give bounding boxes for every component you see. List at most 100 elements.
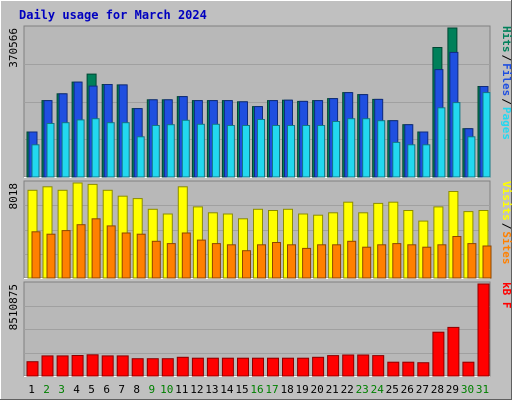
bar-sites-day-24 (377, 244, 387, 279)
bar-kb-f-day-18 (282, 357, 294, 377)
panel-legend: Hits/Files/Pages (500, 26, 512, 140)
bar-pages-day-28 (437, 107, 446, 178)
x-tick-label-day-1: 1 (28, 383, 35, 396)
bar-pages-day-7 (121, 122, 130, 178)
bar-kb-f-day-16 (252, 357, 264, 377)
panel-hits-files-pages: 370566 Hits/Files/Pages (7, 25, 512, 178)
x-tick-label-day-30: 30 (461, 383, 474, 396)
bar-sites-day-28 (437, 244, 447, 279)
bar-kb-f-day-3 (56, 355, 69, 377)
x-tick-label-day-16: 16 (250, 383, 263, 396)
bar-pages-day-9 (151, 125, 160, 178)
bar-kb-f-day-4 (71, 355, 84, 377)
bar-sites-day-18 (287, 244, 296, 279)
x-tick-label-day-10: 10 (160, 383, 173, 396)
bar-pages-day-12 (196, 123, 205, 178)
bar-kb-f-day-6 (101, 355, 114, 377)
bar-pages-day-30 (467, 136, 476, 178)
bar-pages-day-26 (407, 144, 416, 178)
x-tick-label-day-8: 8 (133, 383, 140, 396)
bar-kb-f-day-1 (26, 361, 39, 377)
bar-pages-day-2 (46, 123, 55, 178)
legend-entry: Pages (500, 107, 512, 140)
bar-sites-day-12 (196, 239, 206, 279)
bar-sites-day-3 (61, 230, 71, 279)
bar-sites-day-19 (302, 247, 312, 279)
legend-entry: Files (500, 63, 512, 96)
bar-pages-day-13 (211, 123, 220, 178)
bar-pages-day-22 (347, 118, 356, 178)
bar-pages-day-1 (31, 144, 40, 178)
bar-sites-day-23 (362, 246, 372, 279)
bar-kb-f-day-19 (297, 357, 310, 377)
bar-pages-day-29 (452, 102, 461, 178)
bar-kb-f-day-21 (327, 355, 340, 377)
bar-pages-day-18 (287, 125, 295, 178)
bar-sites-day-15 (242, 250, 251, 279)
bar-sites-day-21 (332, 244, 342, 279)
x-tick-label-day-19: 19 (295, 383, 308, 396)
x-tick-label-day-29: 29 (446, 383, 459, 396)
x-tick-label-day-23: 23 (356, 383, 369, 396)
bar-kb-f-day-10 (161, 358, 174, 377)
bar-kb-f-day-2 (41, 355, 54, 377)
bar-kb-f-day-29 (447, 326, 460, 377)
x-tick-label-day-11: 11 (175, 383, 188, 396)
x-tick-label-day-2: 2 (43, 383, 50, 396)
x-tick-label-day-26: 26 (401, 383, 414, 396)
x-tick-label-day-7: 7 (118, 383, 125, 396)
bar-pages-day-15 (242, 125, 250, 178)
bar-kb-f-day-12 (191, 357, 204, 377)
x-tick-label-day-25: 25 (386, 383, 399, 396)
panel-kbf: 8510875 kB F (7, 281, 512, 377)
x-tick-label-day-20: 20 (310, 383, 323, 396)
bar-pages-day-11 (181, 119, 190, 178)
bar-sites-day-1 (31, 231, 41, 279)
bar-kb-f-day-30 (462, 361, 475, 377)
bar-kb-f-day-23 (357, 354, 370, 377)
bar-kb-f-day-15 (237, 357, 249, 377)
bar-pages-day-5 (91, 118, 100, 178)
panel-legend: kB F (500, 282, 512, 309)
bar-pages-day-3 (61, 122, 70, 178)
legend-entry: / (500, 55, 512, 62)
bar-kb-f-day-5 (86, 354, 99, 377)
bar-kb-f-day-28 (432, 331, 445, 377)
x-tick-label-day-12: 12 (190, 383, 203, 396)
bar-sites-day-31 (482, 245, 492, 279)
bar-pages-day-19 (302, 125, 311, 178)
bar-sites-day-4 (76, 224, 86, 279)
bar-pages-day-21 (332, 121, 341, 178)
bar-kb-f-day-22 (342, 354, 355, 377)
bar-kb-f-day-31 (477, 283, 490, 377)
legend-entry: / (500, 223, 512, 230)
bar-sites-day-5 (91, 218, 101, 279)
bar-kb-f-day-13 (206, 357, 219, 377)
legend-entry: kB F (500, 282, 512, 309)
legend-entry: Sites (500, 231, 512, 264)
x-tick-label-day-6: 6 (103, 383, 110, 396)
bar-kb-f-day-9 (146, 358, 159, 377)
bar-sites-day-6 (106, 225, 116, 279)
bar-kb-f-day-8 (131, 358, 144, 377)
x-tick-label-day-17: 17 (265, 383, 278, 396)
bar-pages-day-6 (106, 122, 115, 178)
bar-sites-day-9 (151, 240, 161, 279)
x-tick-label-day-5: 5 (88, 383, 95, 396)
x-tick-label-day-24: 24 (371, 383, 385, 396)
y-axis-max-label: 370566 (7, 28, 20, 68)
bar-kb-f-day-14 (221, 357, 234, 377)
x-axis-labels: 1 2 3 4 5 6 7 8 9 10 11 12 13 14 15 16 17 18 19 20 21 22 23 24 2… (28, 383, 489, 396)
x-tick-label-day-9: 9 (148, 383, 155, 396)
x-tick-label-day-3: 3 (58, 383, 65, 396)
bar-sites-day-14 (226, 244, 236, 279)
x-tick-label-day-27: 27 (416, 383, 429, 396)
bar-sites-day-20 (317, 244, 327, 279)
panel-legend: Visits /Sites (500, 181, 512, 265)
bar-pages-day-8 (136, 136, 145, 178)
bar-kb-f-day-24 (372, 355, 385, 377)
bar-pages-day-24 (377, 120, 386, 178)
bar-pages-day-27 (422, 144, 431, 178)
